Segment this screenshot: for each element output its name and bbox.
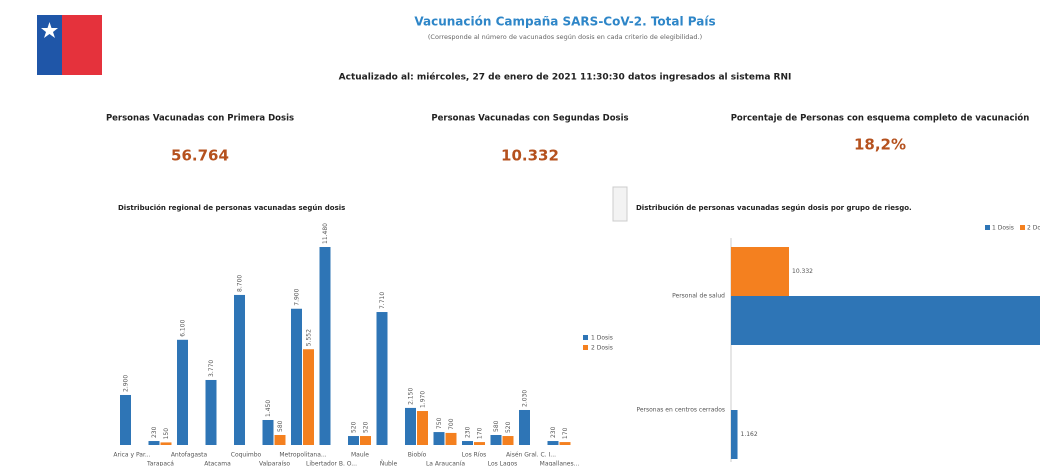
logo (37, 15, 102, 75)
value-label: 2.150 (408, 388, 415, 405)
value-label: 520 (505, 421, 512, 433)
value-label: 7.900 (294, 288, 301, 305)
x-tick-label: La Araucanía (426, 461, 465, 466)
bar (547, 441, 559, 445)
bar (405, 407, 416, 445)
value-label: 230 (151, 426, 158, 438)
bar (490, 434, 502, 445)
value-label: 520 (363, 421, 370, 433)
bar (148, 441, 160, 445)
x-tick-label: Maule (351, 452, 369, 459)
x-tick-label: Los Ríos (462, 452, 487, 459)
bar (291, 308, 302, 445)
x-tick-label: Antofagasta (171, 452, 208, 459)
kpi-label: Personas Vacunadas con Segundas Dosis (431, 114, 628, 124)
value-label: 580 (277, 420, 284, 432)
legend-swatch (985, 225, 990, 230)
bar (519, 409, 530, 445)
value-label: 520 (351, 421, 358, 433)
bar (234, 294, 245, 445)
bar (731, 296, 1040, 345)
legend-swatch (583, 345, 588, 350)
subtitle: (Corresponde al número de vacunados segú… (428, 33, 702, 41)
x-tick-label: Libertador B. O... (306, 461, 357, 466)
x-tick-label: Metropolitana... (279, 452, 326, 459)
bar (731, 410, 738, 459)
kpi-value: 10.332 (501, 147, 559, 165)
bar (502, 436, 514, 445)
chart-title: Distribución regional de personas vacuna… (118, 204, 345, 212)
x-tick-label: Valparaíso (259, 461, 290, 466)
chart-title: Distribución de personas vacunadas según… (636, 204, 912, 212)
bar (205, 379, 217, 445)
bar (303, 349, 314, 445)
value-label: 2.900 (123, 375, 130, 392)
kpi-label: Porcentaje de Personas con esquema compl… (731, 113, 1030, 124)
bar (160, 442, 172, 445)
bar (462, 441, 473, 445)
x-tick-label: Coquimbo (231, 452, 262, 459)
toolbar[interactable] (612, 186, 628, 222)
kpi-value: 56.764 (171, 147, 229, 165)
legend-swatch (1020, 225, 1025, 230)
bar (445, 432, 457, 445)
y-tick-label: Personas en centros cerrados (636, 407, 725, 414)
bar (120, 394, 131, 445)
bar (348, 436, 359, 445)
x-tick-label: Ñuble (380, 461, 398, 466)
bar (360, 436, 371, 445)
bar (559, 442, 571, 445)
value-label: 150 (163, 428, 170, 440)
x-tick-label: Tarapacá (146, 461, 174, 466)
y-tick-label: Personal de salud (672, 293, 725, 300)
legend-label: 2 Dosis (591, 345, 613, 352)
value-label: 230 (550, 426, 557, 438)
bar (474, 442, 485, 445)
bar (262, 419, 274, 445)
x-tick-label: Los Lagos (488, 461, 518, 466)
legend-label: 1 Dosis (591, 335, 613, 342)
bar (319, 247, 331, 445)
kpi-value: 18,2% (854, 136, 906, 154)
title: Vacunación Campaña SARS-CoV-2. Total Paí… (414, 15, 715, 29)
x-tick-label: Biobío (408, 452, 427, 459)
bar (731, 247, 789, 296)
x-tick-label: Arica y Par... (113, 452, 150, 459)
x-tick-label: Atacama (204, 461, 231, 466)
x-tick-label: Magallanes... (540, 461, 580, 466)
bar (177, 339, 188, 445)
value-label: 3.770 (208, 360, 215, 377)
legend-swatch (583, 335, 588, 340)
value-label: 700 (448, 418, 455, 430)
kpi-label: Personas Vacunadas con Primera Dosis (106, 114, 294, 124)
value-label: 2.030 (522, 390, 529, 407)
value-label: 1.450 (265, 400, 272, 417)
legend-label: 2 Dosis (1027, 225, 1046, 232)
bar (376, 312, 388, 445)
value-label: 1.970 (420, 391, 427, 408)
value-label: 7.710 (379, 292, 386, 309)
updated: Actualizado al: miércoles, 27 de enero d… (339, 72, 792, 83)
value-label: 5.552 (306, 329, 313, 346)
value-label: 1.162 (741, 431, 758, 438)
value-label: 8.700 (237, 275, 244, 292)
value-label: 6.100 (180, 319, 187, 336)
value-label: 170 (562, 427, 569, 439)
value-label: 170 (477, 427, 484, 439)
value-label: 11.480 (322, 223, 329, 244)
x-tick-label: Aisén Gral. C. I... (506, 452, 556, 459)
value-label: 580 (493, 420, 500, 432)
bar (274, 434, 286, 445)
value-label: 750 (436, 417, 443, 429)
value-label: 10.332 (792, 268, 813, 275)
legend-label: 1 Dosis (992, 225, 1014, 232)
value-label: 230 (465, 426, 472, 438)
bar (417, 411, 428, 445)
bar (433, 432, 445, 445)
